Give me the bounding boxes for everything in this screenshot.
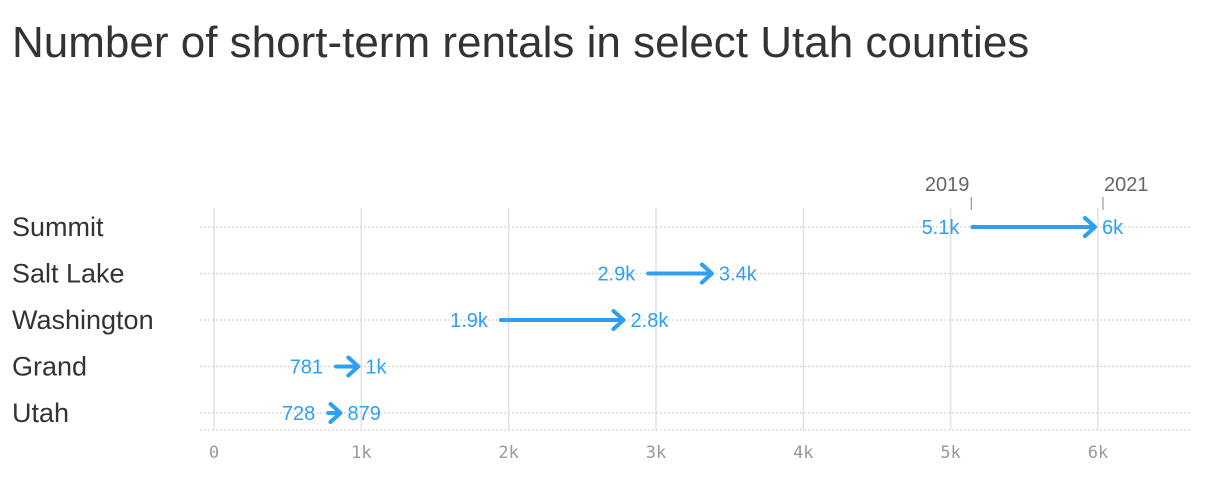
arrow-head — [1082, 216, 1097, 238]
x-tick-label: 2k — [498, 443, 518, 463]
end-value-label: 2.8k — [631, 310, 670, 332]
end-value-label: 6k — [1102, 217, 1124, 239]
end-value-label: 3.4k — [719, 264, 758, 286]
category-labels: Summit Salt Lake Washington Grand Utah — [12, 212, 154, 428]
x-tick-label: 5k — [940, 443, 960, 463]
end-value-label: 879 — [348, 403, 381, 425]
value-labels: 5.1k 6k 2.9k 3.4k 1.9k 2.8k 781 1k 728 879 — [282, 217, 1124, 425]
category-label: Salt Lake — [12, 259, 125, 289]
x-axis-ticks: 0 1k 2k 3k 4k 5k 6k — [209, 443, 1108, 463]
arrow-head — [328, 402, 343, 424]
category-label: Washington — [12, 305, 154, 335]
x-tick-label: 4k — [793, 443, 813, 463]
arrow-head — [611, 309, 626, 331]
x-tick-label: 6k — [1088, 443, 1108, 463]
arrow-head — [699, 262, 714, 285]
x-tick-label: 1k — [351, 443, 371, 463]
x-tick-label: 0 — [209, 443, 219, 463]
start-value-label: 728 — [282, 403, 315, 425]
category-label: Utah — [12, 398, 69, 428]
start-value-label: 5.1k — [922, 217, 961, 239]
legend-to-label: 2021 — [1104, 174, 1149, 196]
chart-title: Number of short-term rentals in select U… — [12, 18, 1030, 67]
category-label: Summit — [12, 212, 104, 242]
start-value-label: 2.9k — [597, 264, 636, 286]
end-value-label: 1k — [365, 357, 387, 379]
legend-from-label: 2019 — [925, 174, 970, 196]
start-value-label: 1.9k — [450, 310, 489, 332]
arrow-head — [346, 355, 361, 378]
start-value-label: 781 — [290, 357, 323, 379]
x-tick-label: 3k — [646, 443, 666, 463]
arrows — [326, 216, 1097, 424]
category-label: Grand — [12, 352, 87, 382]
grid — [200, 208, 1190, 431]
legend: 2019 2021 — [925, 174, 1149, 210]
